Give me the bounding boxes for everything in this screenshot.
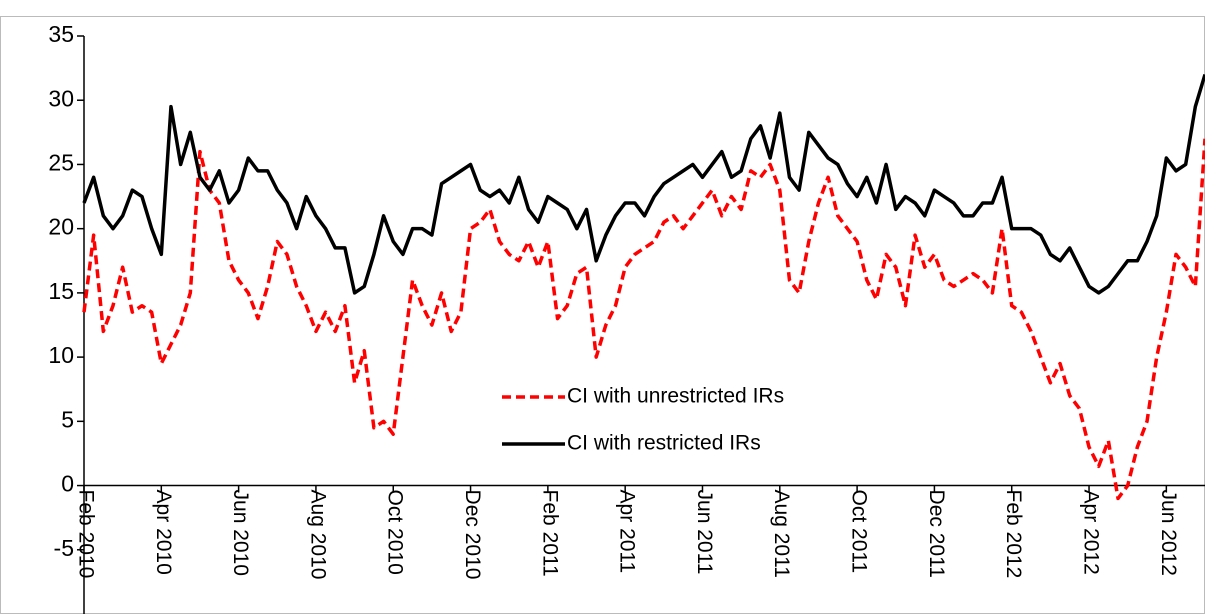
y-tick-label: 0 [61, 471, 74, 497]
x-tick-label: Jun 2010 [229, 490, 252, 576]
y-tick-label: 25 [48, 150, 74, 176]
y-tick-label: 20 [48, 214, 74, 240]
x-tick-label: Aug 2010 [306, 490, 329, 580]
x-tick-label: Apr 2012 [1079, 490, 1102, 575]
x-tick-label: Jun 2011 [693, 490, 716, 575]
y-tick-label: 30 [48, 85, 74, 111]
x-tick-label: Feb 2011 [538, 490, 561, 577]
series-line [82, 74, 1205, 295]
x-tick-label: Apr 2010 [152, 490, 175, 575]
y-tick-label: 15 [48, 278, 74, 304]
x-tick-label: Aug 2011 [770, 490, 793, 578]
legend-label: CI with restricted IRs [567, 432, 761, 455]
x-tick-label: Feb 2012 [1002, 490, 1025, 579]
y-tick-label: 10 [48, 342, 74, 368]
x-tick-label: Apr 2011 [616, 490, 639, 574]
x-tick-label: Dec 2010 [461, 490, 484, 580]
x-tick-label: Oct 2011 [848, 490, 871, 574]
legend-label: CI with unrestricted IRs [567, 385, 784, 408]
x-tick-label: Dec 2011 [925, 490, 948, 578]
y-tick-label: 5 [61, 406, 74, 432]
x-tick-label: Jun 2012 [1157, 490, 1180, 576]
x-tick-label: Oct 2010 [384, 490, 407, 575]
y-tick-label: 35 [48, 21, 74, 47]
x-tick-label: Feb 2010 [74, 490, 97, 579]
y-tick-label: -5 [54, 535, 74, 561]
